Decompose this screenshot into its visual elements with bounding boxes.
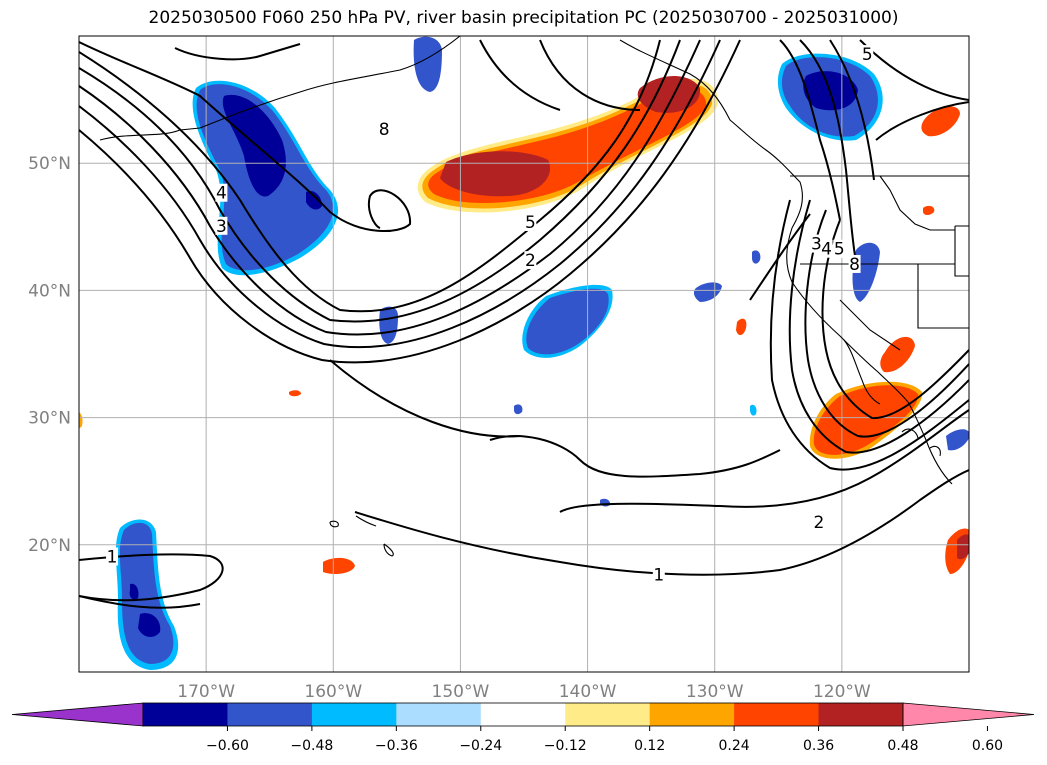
colorbar-tick-label: −0.24 [459,738,502,754]
colorbar-swatch [734,703,820,726]
contour-label-bg [833,239,846,258]
contour-label-bg [524,251,537,270]
contour-label: 1 [653,565,664,585]
contour-label-bg [215,216,228,235]
map-frame [78,35,970,673]
colorbar-swatch [227,703,313,726]
contour-label: 2 [814,513,825,533]
contour-label: 3 [811,235,822,255]
contour-label: 4 [821,240,832,260]
latitude-tick-label: 30°N [28,409,71,429]
colorbar-swatch [143,703,228,726]
contour-label-bg [106,547,119,566]
longitude-tick-label: 170°W [177,682,235,702]
longitude-labels: 170°W 160°W 150°W 140°W 130°W 120°W [177,682,871,702]
colorbar-tick-label: −0.48 [290,738,333,754]
colorbar-tick-label: −0.12 [544,738,587,754]
longitude-tick-label: 160°W [304,682,362,702]
longitude-tick-label: 120°W [813,682,871,702]
contour-label: 1 [107,548,118,568]
contour-label-bg [524,212,537,231]
contour-label: 4 [216,184,227,204]
longitude-tick-label: 150°W [432,682,490,702]
contour-label: 5 [525,213,536,233]
colorbar-swatch [311,703,397,726]
colorbar-extend-high [902,702,1035,727]
contour-label-bg [812,513,825,532]
precip-negative [115,36,969,670]
colorbar-tick-label: 0.24 [719,738,750,754]
contour-label-bg [810,234,823,253]
colorbar-tick-label: −0.60 [206,738,249,754]
contour-label: 3 [216,217,227,237]
map-title: 2025030500 F060 250 hPa PV, river basin … [148,8,899,28]
contour-label: 5 [834,240,845,260]
contour-label-bg [215,183,228,202]
contour-label-bg [820,239,833,258]
latitude-labels: 20°N 30°N 40°N 50°N [28,154,71,556]
contour-label: 5 [862,45,873,65]
latitude-tick-label: 50°N [28,154,71,174]
colorbar-swatch [480,703,566,726]
contour-label-bg [861,45,874,64]
contour-label: 8 [849,255,860,275]
colorbar-tick-label: 0.12 [634,738,665,754]
contour-label: 8 [379,120,390,140]
latitude-tick-label: 40°N [28,281,71,301]
colorbar-tick-label: 0.36 [803,738,834,754]
longitude-tick-label: 140°W [559,682,617,702]
colorbar-outline [142,702,904,727]
contour-label-bg [378,120,391,139]
colorbar: −0.60 −0.48 −0.36 −0.24 −0.12 0.12 0.24 0.36 0.4… [11,702,1035,754]
colorbar-swatch [565,703,651,726]
colorbar-tick-label: 0.48 [887,738,918,754]
contour-label-bg [848,254,861,273]
contour-label: 2 [525,251,536,271]
pv-contours [79,39,969,609]
longitude-tick-label: 130°W [686,682,744,702]
precip-positive [79,76,969,574]
colorbar-swatch [649,703,735,726]
gridlines [79,36,969,672]
latitude-tick-label: 20°N [28,536,71,556]
colorbar-swatch [396,703,482,726]
colorbar-extend-low [11,702,144,727]
colorbar-tick-label: 0.60 [972,738,1003,754]
colorbar-tick-label: −0.36 [375,738,418,754]
contour-label-bg [652,565,665,584]
colorbar-swatch [818,703,904,726]
